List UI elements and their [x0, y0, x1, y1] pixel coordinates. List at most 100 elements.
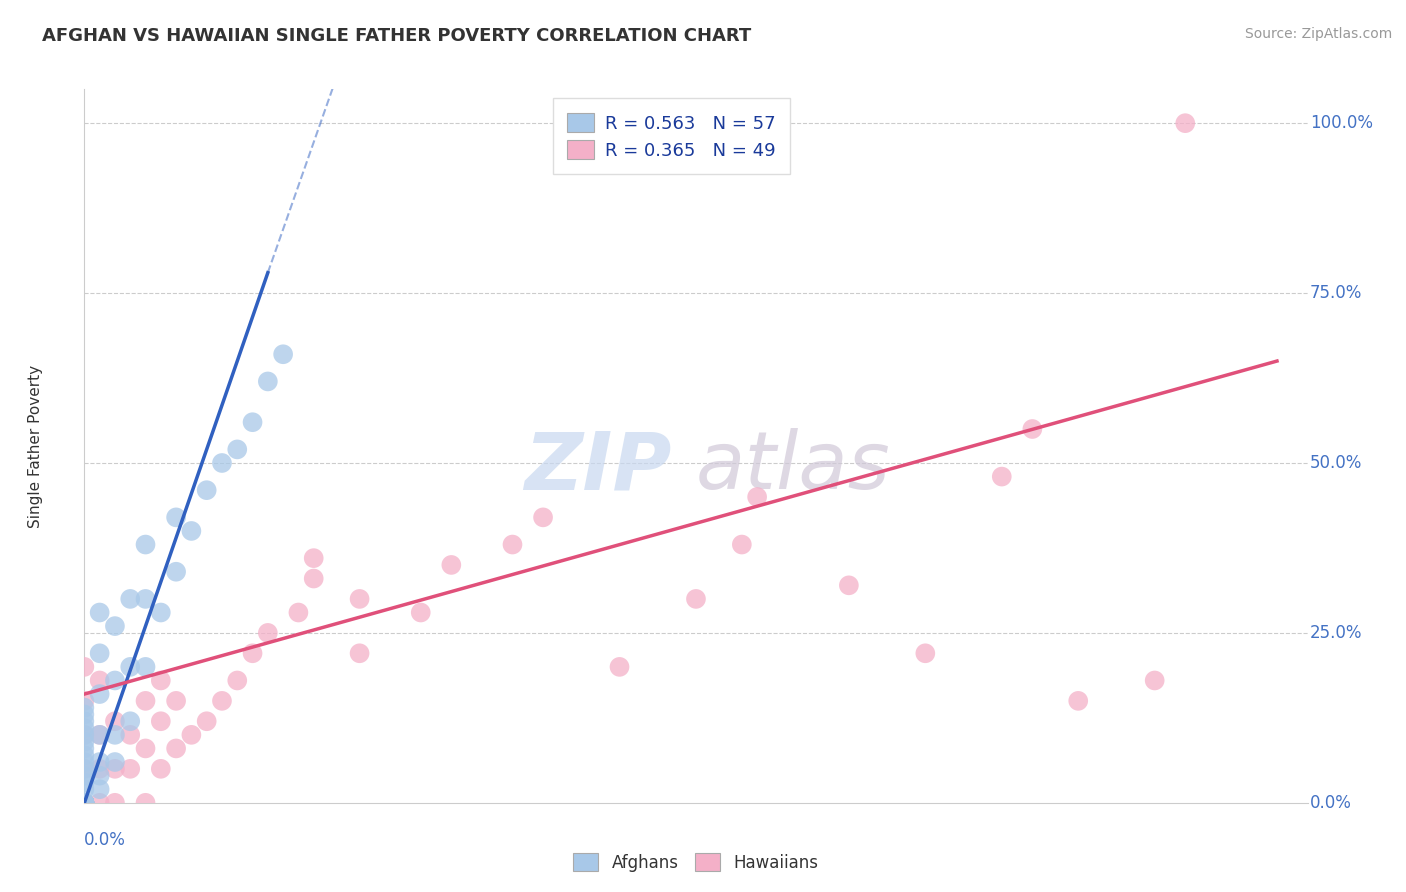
- Point: [165, 565, 187, 579]
- Point: [104, 714, 127, 729]
- Point: [135, 660, 157, 674]
- Point: [149, 714, 172, 729]
- Point: [747, 490, 769, 504]
- Point: [349, 646, 371, 660]
- Text: 25.0%: 25.0%: [1310, 624, 1362, 642]
- Point: [165, 510, 187, 524]
- Point: [89, 606, 111, 620]
- Point: [1174, 116, 1197, 130]
- Point: [73, 796, 96, 810]
- Point: [165, 694, 187, 708]
- Point: [73, 796, 96, 810]
- Point: [73, 762, 96, 776]
- Point: [104, 796, 127, 810]
- Point: [73, 769, 96, 783]
- Point: [73, 796, 96, 810]
- Point: [226, 442, 249, 457]
- Point: [89, 762, 111, 776]
- Point: [257, 626, 280, 640]
- Point: [73, 796, 96, 810]
- Point: [195, 483, 218, 498]
- Point: [89, 796, 111, 810]
- Text: 0.0%: 0.0%: [84, 831, 127, 849]
- Point: [89, 687, 111, 701]
- Point: [135, 694, 157, 708]
- Point: [242, 415, 264, 429]
- Point: [104, 762, 127, 776]
- Point: [135, 537, 157, 551]
- Point: [73, 796, 96, 810]
- Point: [73, 755, 96, 769]
- Point: [120, 591, 142, 606]
- Point: [73, 721, 96, 735]
- Point: [73, 728, 96, 742]
- Point: [149, 606, 172, 620]
- Point: [73, 796, 96, 810]
- Point: [73, 694, 96, 708]
- Point: [89, 646, 111, 660]
- Point: [149, 762, 172, 776]
- Point: [73, 734, 96, 748]
- Point: [120, 714, 142, 729]
- Point: [257, 375, 280, 389]
- Point: [73, 796, 96, 810]
- Point: [89, 728, 111, 742]
- Point: [120, 762, 142, 776]
- Legend: Afghans, Hawaiians: Afghans, Hawaiians: [565, 845, 827, 880]
- Point: [73, 748, 96, 763]
- Point: [914, 646, 936, 660]
- Point: [135, 741, 157, 756]
- Point: [271, 347, 294, 361]
- Point: [104, 619, 127, 633]
- Point: [104, 755, 127, 769]
- Point: [120, 728, 142, 742]
- Point: [73, 707, 96, 722]
- Point: [73, 700, 96, 714]
- Point: [89, 782, 111, 797]
- Point: [73, 796, 96, 810]
- Point: [104, 673, 127, 688]
- Point: [73, 796, 96, 810]
- Text: Single Father Poverty: Single Father Poverty: [28, 365, 44, 527]
- Point: [89, 769, 111, 783]
- Point: [89, 755, 111, 769]
- Text: 75.0%: 75.0%: [1310, 284, 1362, 302]
- Text: Source: ZipAtlas.com: Source: ZipAtlas.com: [1244, 27, 1392, 41]
- Point: [89, 673, 111, 688]
- Text: atlas: atlas: [696, 428, 891, 507]
- Text: ZIP: ZIP: [524, 428, 672, 507]
- Point: [302, 572, 325, 586]
- Point: [180, 524, 202, 538]
- Point: [73, 782, 96, 797]
- Point: [195, 714, 218, 729]
- Text: AFGHAN VS HAWAIIAN SINGLE FATHER POVERTY CORRELATION CHART: AFGHAN VS HAWAIIAN SINGLE FATHER POVERTY…: [42, 27, 751, 45]
- Point: [73, 741, 96, 756]
- Point: [349, 591, 371, 606]
- Point: [531, 510, 554, 524]
- Point: [1021, 422, 1043, 436]
- Point: [302, 551, 325, 566]
- Point: [991, 469, 1014, 483]
- Point: [440, 558, 463, 572]
- Point: [242, 646, 264, 660]
- Point: [135, 796, 157, 810]
- Point: [73, 796, 96, 810]
- Point: [73, 796, 96, 810]
- Point: [73, 796, 96, 810]
- Point: [73, 796, 96, 810]
- Point: [120, 660, 142, 674]
- Point: [685, 591, 707, 606]
- Point: [73, 796, 96, 810]
- Point: [731, 537, 754, 551]
- Point: [73, 775, 96, 789]
- Point: [502, 537, 524, 551]
- Point: [609, 660, 631, 674]
- Point: [409, 606, 432, 620]
- Point: [73, 796, 96, 810]
- Point: [135, 591, 157, 606]
- Point: [104, 728, 127, 742]
- Text: 50.0%: 50.0%: [1310, 454, 1362, 472]
- Point: [287, 606, 309, 620]
- Point: [211, 456, 233, 470]
- Point: [73, 796, 96, 810]
